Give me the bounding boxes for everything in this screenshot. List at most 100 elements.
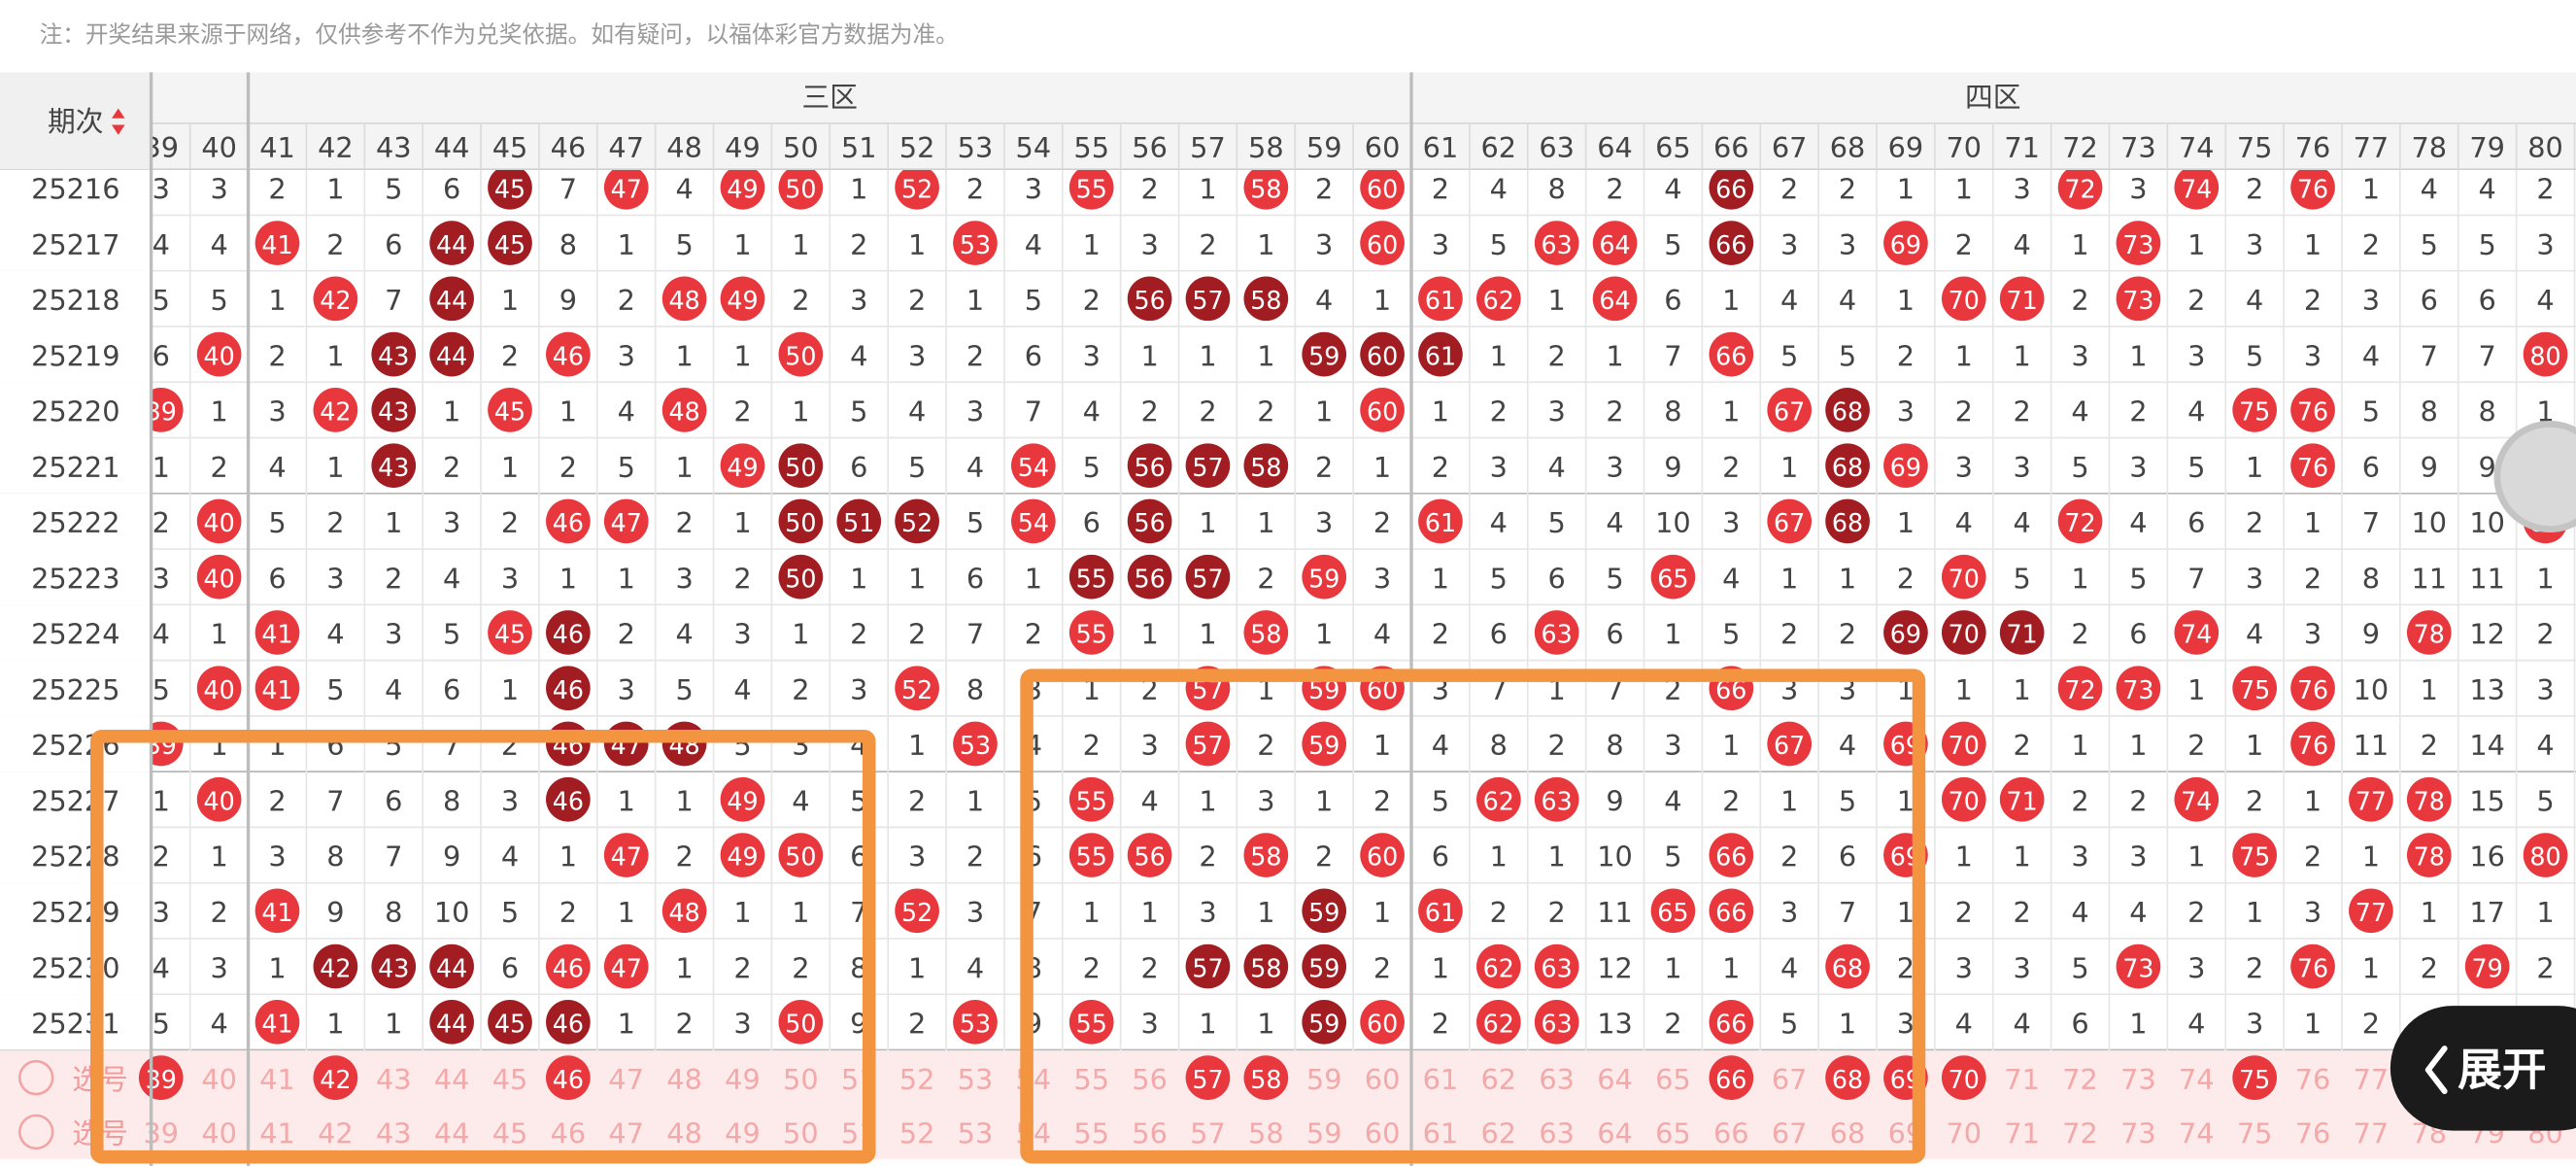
miss-count: 4: [1839, 729, 1856, 762]
pick-number: 58: [1248, 1117, 1284, 1150]
miss-count: 8: [385, 896, 402, 929]
miss-count: 1: [326, 173, 344, 206]
miss-count: 1: [618, 896, 635, 929]
expand-button[interactable]: [2390, 1006, 2576, 1131]
hit-ball: [2290, 666, 2335, 711]
miss-count: 9: [1664, 451, 1681, 484]
miss-count: 2: [153, 506, 170, 539]
hit-number: 76: [2297, 397, 2328, 427]
hit-ball: [2406, 833, 2452, 877]
hit-number: 57: [1192, 564, 1223, 593]
hit-number: 76: [2297, 175, 2328, 204]
column-number: 67: [1772, 131, 1808, 164]
miss-count: 2: [1432, 173, 1449, 206]
pick-number: 63: [1539, 1063, 1575, 1096]
miss-count: 5: [618, 451, 635, 484]
miss-count: 5: [1722, 618, 1740, 651]
miss-count: 1: [733, 506, 751, 539]
zone-label: 四区: [1965, 81, 2021, 114]
hit-ball: [1302, 721, 1347, 767]
miss-count: 1: [1025, 562, 1042, 595]
hit-number: 63: [1542, 620, 1573, 649]
hit-ball: [2290, 169, 2335, 210]
miss-count: 1: [2421, 896, 2438, 929]
miss-count: 2: [1490, 395, 1508, 429]
hit-ball: [1941, 554, 1986, 600]
column-number: 40: [201, 131, 237, 164]
period: 25223: [31, 562, 119, 595]
period: 25227: [31, 784, 119, 817]
hit-ball: [953, 1000, 998, 1045]
hit-number: 59: [1308, 564, 1339, 593]
hit-ball: [2116, 276, 2161, 322]
column-number: 56: [1132, 131, 1168, 164]
hit-number: 47: [611, 175, 642, 204]
hit-ball: [1418, 888, 1463, 934]
hit-ball: [1185, 443, 1231, 488]
hit-ball: [1185, 554, 1231, 600]
period: 25229: [31, 896, 119, 929]
hit-number: 45: [494, 397, 525, 427]
miss-count: 1: [675, 451, 693, 484]
hit-ball: [429, 276, 474, 322]
miss-count: 1: [1955, 840, 1973, 874]
miss-count: 4: [2536, 284, 2554, 317]
miss-count: 6: [2421, 284, 2438, 317]
hit-number: 72: [2064, 508, 2095, 537]
miss-count: 10: [1655, 506, 1691, 539]
hit-number: 71: [2007, 786, 2038, 815]
hit-ball: [1302, 888, 1347, 934]
hit-number: 69: [1890, 620, 1921, 649]
pick-number: 41: [259, 1063, 295, 1096]
hit-ball: [1767, 498, 1813, 544]
miss-count: 1: [1140, 618, 1158, 651]
pick-ball: [1709, 1055, 1754, 1100]
period-header[interactable]: 期次: [48, 105, 104, 138]
hit-ball: [1534, 943, 1579, 989]
pick-number: 68: [1830, 1117, 1866, 1150]
period: 25218: [31, 284, 119, 317]
miss-count: 4: [210, 228, 227, 261]
hit-ball: [895, 169, 939, 210]
miss-count: 5: [1083, 451, 1101, 484]
miss-count: 2: [1083, 729, 1101, 762]
hit-number: 40: [203, 675, 234, 704]
column-number: 68: [1830, 131, 1866, 164]
miss-count: 6: [2362, 451, 2380, 484]
miss-count: 1: [792, 395, 809, 429]
miss-count: 1: [559, 840, 577, 874]
miss-count: 10: [2469, 506, 2505, 539]
hit-ball: [2232, 833, 2278, 877]
expand-label[interactable]: 展开: [2457, 1045, 2546, 1096]
hit-ball: [1302, 943, 1347, 989]
miss-count: 7: [966, 618, 984, 651]
column-number: 42: [318, 131, 354, 164]
miss-count: 1: [850, 562, 867, 595]
floating-avatar[interactable]: [2493, 420, 2576, 532]
miss-count: 4: [2187, 395, 2205, 429]
hit-number: 68: [1832, 453, 1863, 482]
miss-count: 1: [2187, 840, 2205, 874]
hit-number: 70: [1949, 620, 1980, 649]
miss-count: 1: [1432, 951, 1449, 984]
miss-count: 10: [2354, 673, 2390, 706]
miss-count: 8: [1664, 395, 1681, 429]
miss-count: 10: [434, 896, 470, 929]
miss-count: 1: [2187, 228, 2205, 261]
miss-count: 5: [1606, 562, 1623, 595]
miss-count: 1: [2129, 339, 2147, 372]
miss-count: 5: [2187, 451, 2205, 484]
pick-ball: [1941, 1055, 1986, 1100]
miss-count: 4: [2014, 506, 2031, 539]
hit-number: 74: [2181, 786, 2212, 815]
miss-count: 1: [966, 784, 984, 817]
miss-count: 3: [2536, 228, 2554, 261]
hit-number: 46: [553, 341, 584, 370]
miss-count: 8: [1548, 173, 1566, 206]
overlay: 展开: [90, 420, 2576, 1164]
hit-number: 62: [1483, 1010, 1514, 1039]
miss-count: 4: [792, 784, 809, 817]
column-number: 61: [1423, 131, 1459, 164]
hit-number: 43: [378, 397, 409, 427]
miss-count: 1: [1548, 840, 1566, 874]
